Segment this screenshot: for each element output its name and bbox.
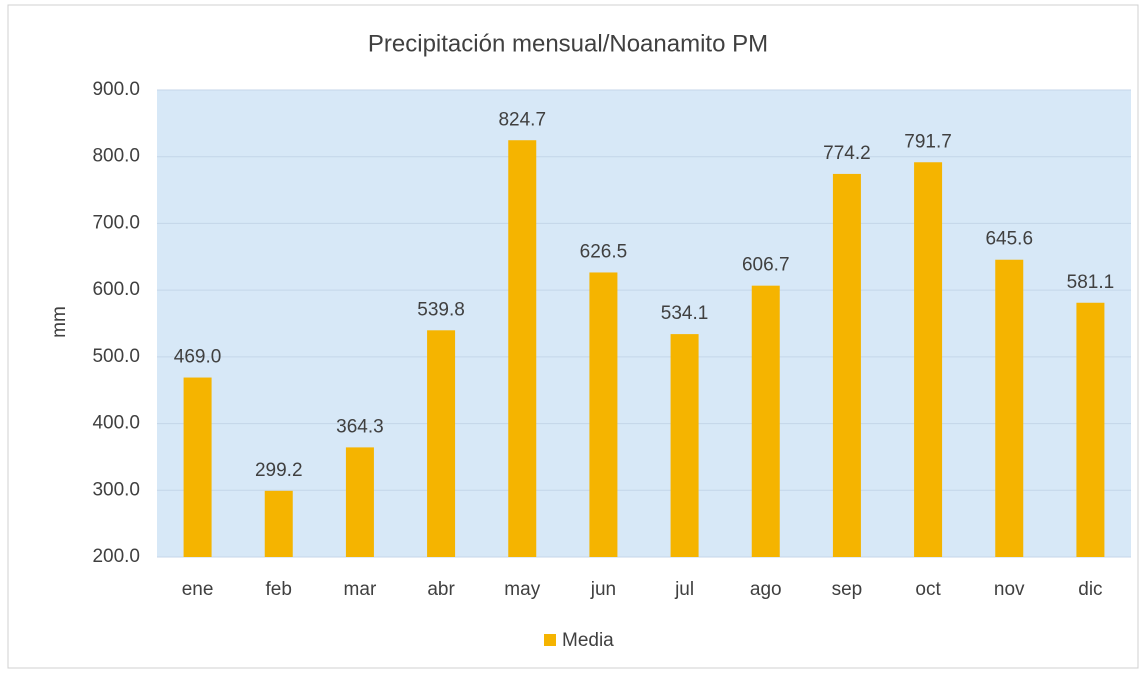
y-axis-label: mm xyxy=(49,306,70,338)
legend-label: Media xyxy=(562,630,614,651)
data-label: 581.1 xyxy=(1067,272,1115,293)
data-label: 534.1 xyxy=(661,303,709,324)
x-tick-label: ene xyxy=(182,579,214,600)
data-label: 364.3 xyxy=(336,416,384,437)
x-tick-label: oct xyxy=(915,579,941,600)
x-tick-label: feb xyxy=(266,579,292,600)
data-label: 824.7 xyxy=(498,109,546,130)
bar xyxy=(1076,302,1105,557)
bar xyxy=(995,259,1024,557)
bar xyxy=(427,330,456,557)
data-label: 469.0 xyxy=(174,347,222,368)
x-tick-label: may xyxy=(504,579,540,600)
data-label: 606.7 xyxy=(742,255,790,276)
y-tick-label: 700.0 xyxy=(92,212,140,233)
y-tick-label: 900.0 xyxy=(92,79,140,100)
bar xyxy=(914,162,943,557)
x-tick-label: dic xyxy=(1078,579,1102,600)
bar xyxy=(589,272,618,557)
bar xyxy=(264,490,293,557)
bar xyxy=(751,285,780,557)
bar xyxy=(832,173,861,557)
bar xyxy=(508,140,537,558)
data-label: 774.2 xyxy=(823,143,871,164)
bar xyxy=(345,447,374,557)
x-tick-label: jun xyxy=(590,579,616,600)
data-label: 645.6 xyxy=(985,229,1033,250)
chart-title: Precipitación mensual/Noanamito PM xyxy=(368,30,768,57)
legend-swatch xyxy=(544,634,556,646)
bar xyxy=(183,377,212,557)
x-tick-label: sep xyxy=(832,579,863,600)
x-tick-label: ago xyxy=(750,579,782,600)
y-tick-label: 200.0 xyxy=(92,546,140,567)
x-tick-label: nov xyxy=(994,579,1025,600)
y-tick-label: 500.0 xyxy=(92,346,140,367)
x-tick-label: mar xyxy=(344,579,377,600)
x-tick-label: jul xyxy=(674,579,694,600)
data-label: 299.2 xyxy=(255,460,303,481)
plot-area xyxy=(157,90,1131,557)
bar xyxy=(670,334,699,557)
y-tick-label: 300.0 xyxy=(92,479,140,500)
x-tick-label: abr xyxy=(427,579,455,600)
y-tick-label: 400.0 xyxy=(92,413,140,434)
y-tick-label: 600.0 xyxy=(92,279,140,300)
data-label: 626.5 xyxy=(580,241,628,262)
data-label: 539.8 xyxy=(417,299,465,320)
data-label: 791.7 xyxy=(904,131,952,152)
y-tick-label: 800.0 xyxy=(92,146,140,167)
